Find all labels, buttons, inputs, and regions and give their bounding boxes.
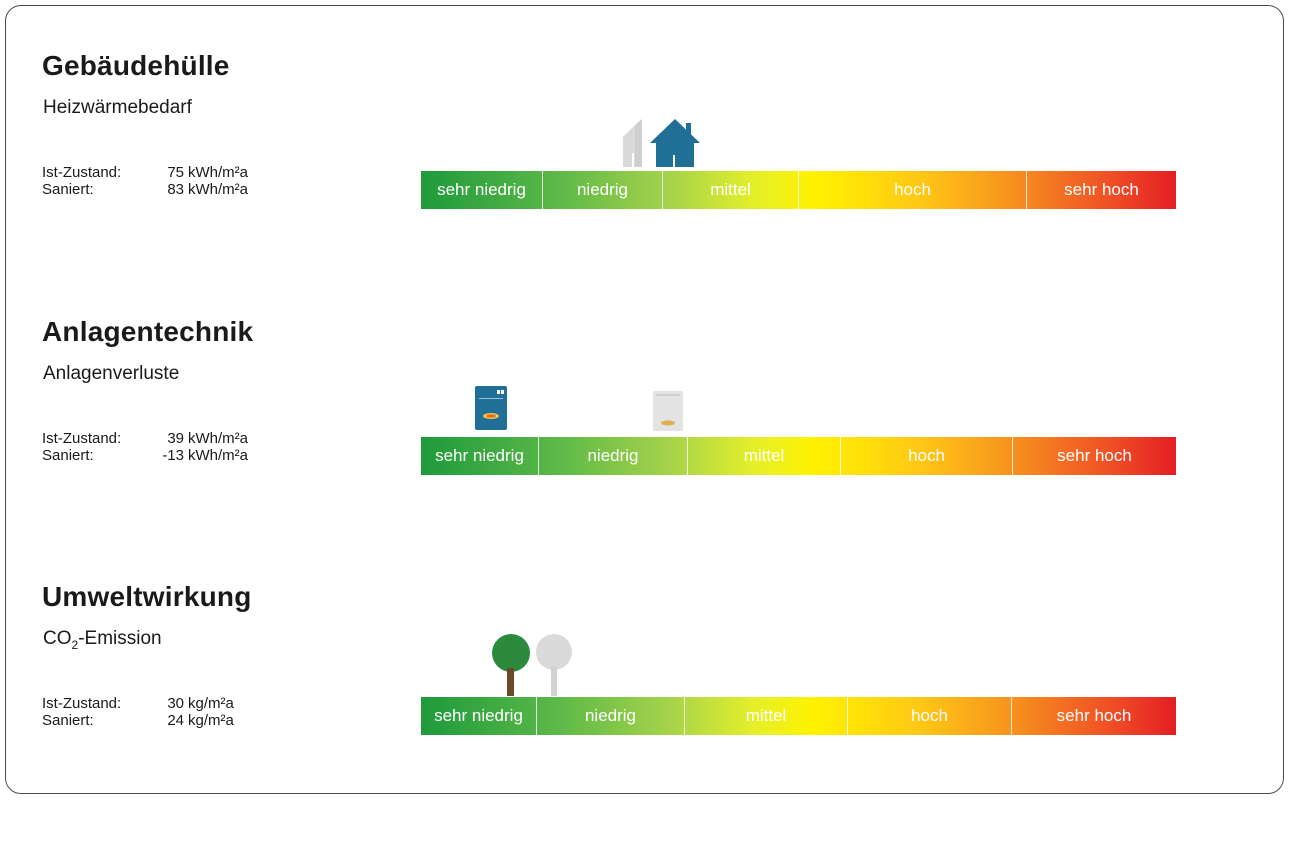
saniert-label: Saniert: — [42, 712, 94, 729]
energy-rating-card: Gebäudehülle Heizwärmebedarf Ist-Zustand… — [5, 5, 1284, 794]
tree-icon-current — [492, 634, 530, 696]
ist-label: Ist-Zustand: — [42, 164, 122, 181]
scale-segment-hoch: hoch — [799, 171, 1027, 209]
values-block: Ist-Zustand: 39 kWh/m²a Saniert: -13 kWh/m²a — [42, 430, 248, 464]
saniert-row: Saniert: 83 kWh/m²a — [42, 181, 248, 198]
heating-unit-icon-current — [475, 386, 507, 438]
section-gebaeudehuelle: Gebäudehülle Heizwärmebedarf Ist-Zustand… — [6, 50, 1285, 310]
scale-segment-niedrig: niedrig — [539, 437, 688, 475]
saniert-row: Saniert: 24 kg/m²a — [42, 712, 234, 729]
ist-label: Ist-Zustand: — [42, 430, 122, 447]
subtitle-co: CO — [43, 628, 72, 649]
ist-row: Ist-Zustand: 39 kWh/m²a — [42, 430, 248, 447]
heating-unit-icon-renovated — [653, 391, 683, 439]
ist-unit: kg/m²a — [188, 695, 234, 712]
section-title: Umweltwirkung — [42, 581, 252, 612]
section-subtitle: CO2-Emission — [43, 628, 162, 652]
scale-segment-mittel: mittel — [688, 437, 841, 475]
section-anlagentechnik: Anlagentechnik Anlagenverluste Ist-Zusta… — [6, 316, 1285, 576]
rating-scale: sehr niedrig niedrig mittel hoch sehr ho… — [421, 171, 1176, 209]
saniert-unit: kWh/m²a — [188, 181, 248, 198]
ist-row: Ist-Zustand: 75 kWh/m²a — [42, 164, 248, 181]
saniert-value: 83 — [167, 181, 184, 198]
scale-segment-sehr-niedrig: sehr niedrig — [421, 697, 537, 735]
ist-unit: kWh/m²a — [188, 430, 248, 447]
ist-row: Ist-Zustand: 30 kg/m²a — [42, 695, 234, 712]
ist-value: 30 — [167, 695, 184, 712]
ist-value: 75 — [167, 164, 184, 181]
scale-segment-mittel: mittel — [685, 697, 848, 735]
rating-scale: sehr niedrig niedrig mittel hoch sehr ho… — [421, 697, 1176, 735]
scale-segment-hoch: hoch — [841, 437, 1013, 475]
saniert-label: Saniert: — [42, 181, 94, 198]
scale-segment-sehr-hoch: sehr hoch — [1064, 180, 1139, 199]
tree-icon-renovated — [536, 634, 572, 696]
saniert-value: -13 — [162, 447, 184, 464]
values-block: Ist-Zustand: 30 kg/m²a Saniert: 24 kg/m²a — [42, 695, 234, 729]
saniert-unit: kg/m²a — [188, 712, 234, 729]
saniert-value: 24 — [167, 712, 184, 729]
scale-segment-niedrig: niedrig — [543, 171, 663, 209]
house-icon-renovated — [623, 119, 642, 167]
section-subtitle: Heizwärmebedarf — [43, 97, 192, 118]
scale-segment-sehr-hoch: sehr hoch — [1056, 706, 1132, 725]
scale-segment-sehr-hoch: sehr hoch — [1057, 446, 1132, 465]
scale-segment-mittel: mittel — [663, 171, 799, 209]
rating-scale: sehr niedrig niedrig mittel hoch sehr ho… — [421, 437, 1176, 475]
ist-value: 39 — [167, 430, 184, 447]
section-umweltwirkung: Umweltwirkung CO2-Emission Ist-Zustand: 3… — [6, 581, 1285, 841]
scale-segment-sehr-niedrig: sehr niedrig — [421, 171, 543, 209]
scale-segment-niedrig: niedrig — [537, 697, 685, 735]
ist-label: Ist-Zustand: — [42, 695, 122, 712]
values-block: Ist-Zustand: 75 kWh/m²a Saniert: 83 kWh/m²a — [42, 164, 248, 198]
saniert-row: Saniert: -13 kWh/m²a — [42, 447, 248, 464]
section-title: Anlagentechnik — [42, 316, 254, 347]
scale-segment-sehr-niedrig: sehr niedrig — [421, 437, 539, 475]
subtitle-subscript: 2 — [71, 638, 79, 652]
scale-segment-hoch: hoch — [848, 697, 1012, 735]
subtitle-rest: -Emission — [78, 628, 162, 649]
section-subtitle: Anlagenverluste — [43, 363, 180, 384]
ist-unit: kWh/m²a — [188, 164, 248, 181]
house-icon-current — [650, 119, 700, 167]
saniert-label: Saniert: — [42, 447, 94, 464]
saniert-unit: kWh/m²a — [188, 447, 248, 464]
section-title: Gebäudehülle — [42, 50, 230, 81]
